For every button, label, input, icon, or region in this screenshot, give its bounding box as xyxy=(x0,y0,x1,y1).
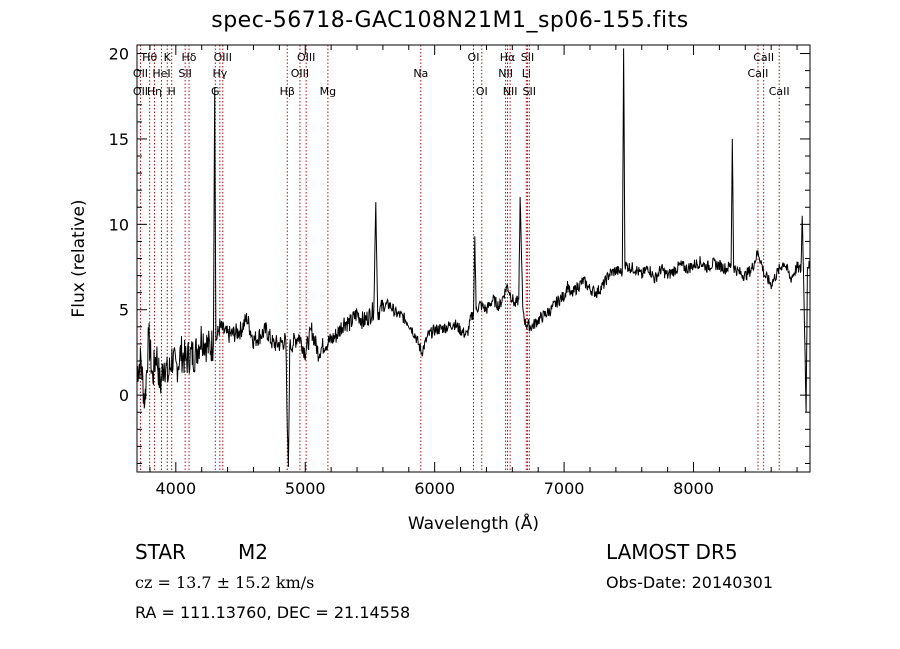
line-label: OIII xyxy=(297,51,315,64)
chart-title: spec-56718-GAC108N21M1_sp06-155.fits xyxy=(211,8,689,33)
line-label: SII xyxy=(523,85,536,98)
line-label: OIII xyxy=(214,51,232,64)
line-label: Hδ xyxy=(182,51,197,64)
x-tick-label: 6000 xyxy=(414,479,455,498)
x-tick-label: 5000 xyxy=(285,479,326,498)
line-label: CaII xyxy=(748,67,769,80)
line-label: G xyxy=(211,85,220,98)
x-tick-label: 7000 xyxy=(544,479,585,498)
line-label: CaII xyxy=(769,85,790,98)
survey-name: LAMOST DR5 xyxy=(606,540,738,564)
x-tick-label: 8000 xyxy=(673,479,714,498)
x-axis-label: Wavelength (Å) xyxy=(408,512,539,534)
object-subclass: M2 xyxy=(238,540,268,564)
line-label: Hθ xyxy=(142,51,157,64)
spectrum-line xyxy=(136,48,811,467)
y-tick-label: 15 xyxy=(109,130,129,149)
line-label: NII xyxy=(498,67,513,80)
line-label: K xyxy=(164,51,172,64)
ra-dec-coordinates: RA = 111.13760, DEC = 21.14558 xyxy=(135,603,411,622)
line-label: NII xyxy=(503,85,518,98)
line-label: CaII xyxy=(753,51,774,64)
line-label: Hα xyxy=(500,51,516,64)
y-tick-label: 10 xyxy=(109,215,129,234)
line-label: HeI xyxy=(152,67,170,80)
object-class: STAR xyxy=(135,540,186,564)
line-label: Hη xyxy=(147,85,162,98)
y-tick-label: 5 xyxy=(119,301,129,320)
line-label: OI xyxy=(468,51,480,64)
y-axis-label: Flux (relative) xyxy=(69,199,89,317)
line-label: OII xyxy=(133,85,148,98)
line-label: SII xyxy=(178,67,191,80)
line-label: SII xyxy=(521,51,534,64)
line-label: H xyxy=(168,85,176,98)
observation-date: Obs-Date: 20140301 xyxy=(606,573,774,592)
line-label: Li xyxy=(522,67,531,80)
y-axis: 0 5 10 15 20 xyxy=(109,45,810,464)
y-tick-label: 20 xyxy=(109,45,129,64)
line-label: Mg xyxy=(320,85,336,98)
line-label: Hβ xyxy=(280,85,295,98)
y-tick-label: 0 xyxy=(119,386,129,405)
line-label: Na xyxy=(413,67,428,80)
line-label: Hγ xyxy=(212,67,227,80)
x-tick-label: 4000 xyxy=(155,479,196,498)
line-label: OIII xyxy=(291,67,309,80)
redshift-velocity: cz = 13.7 ± 15.2 km/s xyxy=(135,573,315,592)
x-axis: 4000 5000 6000 7000 8000 xyxy=(149,45,798,498)
line-label: OI xyxy=(476,85,488,98)
